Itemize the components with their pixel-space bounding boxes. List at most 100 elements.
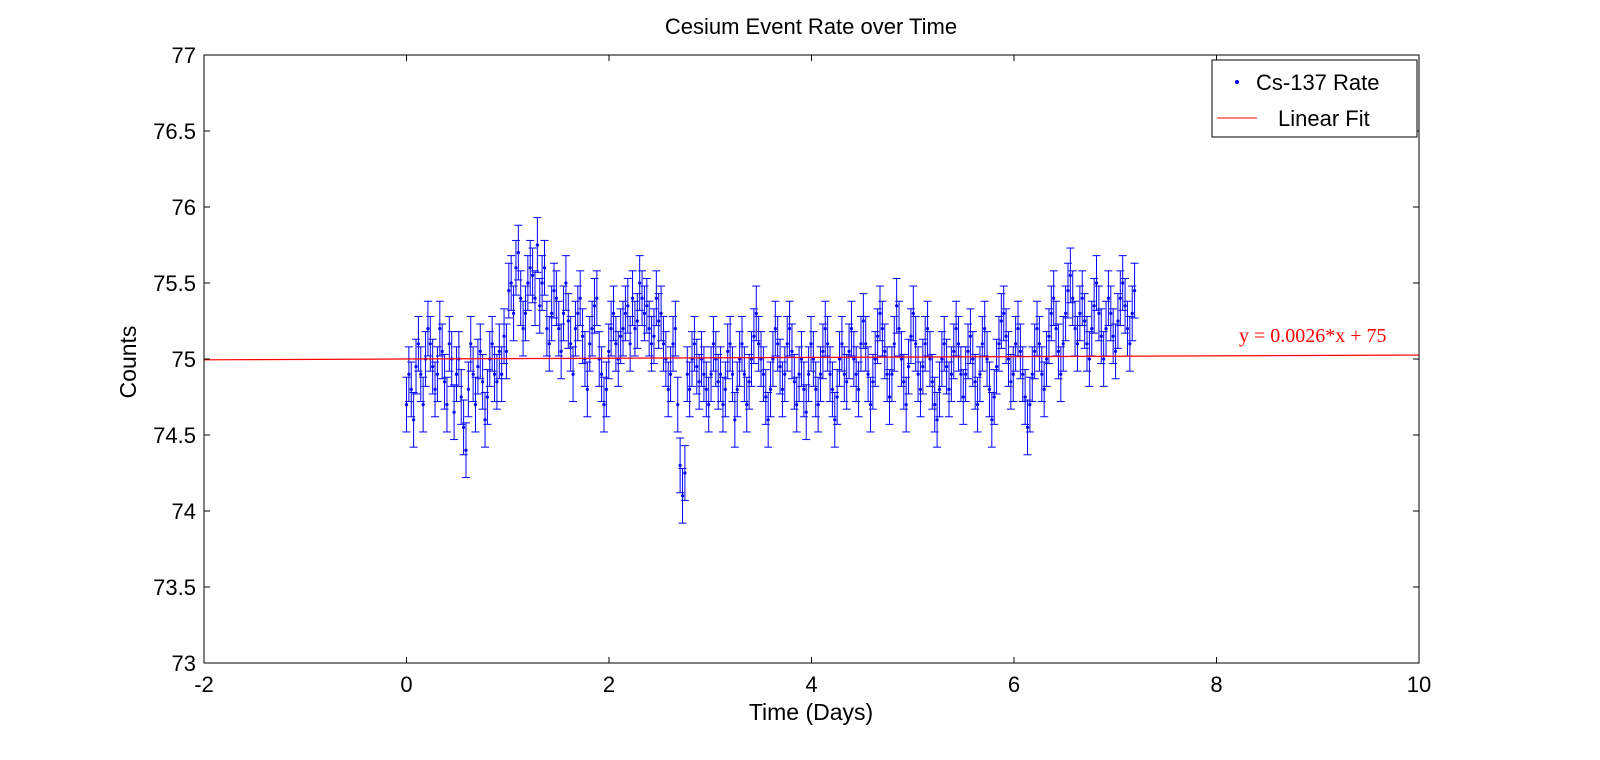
data-point xyxy=(1002,308,1011,365)
point-marker xyxy=(1033,349,1037,353)
point-marker xyxy=(954,327,958,331)
point-marker xyxy=(585,387,589,391)
point-marker xyxy=(868,403,873,407)
point-marker xyxy=(576,311,580,315)
point-marker xyxy=(771,357,775,361)
point-marker xyxy=(528,266,532,270)
point-marker xyxy=(509,281,513,285)
point-marker xyxy=(852,357,856,361)
data-point xyxy=(1054,323,1063,380)
point-marker xyxy=(1042,387,1046,391)
point-marker xyxy=(683,471,687,475)
data-point xyxy=(1042,331,1051,387)
data-point xyxy=(752,285,761,342)
y-axis-label: Counts xyxy=(115,326,141,399)
point-marker xyxy=(730,372,735,376)
point-marker xyxy=(959,372,963,376)
legend-label-rate: Cs-137 Rate xyxy=(1256,70,1380,95)
point-marker xyxy=(1118,296,1122,300)
point-marker xyxy=(921,365,925,369)
point-marker xyxy=(1025,425,1030,429)
point-marker xyxy=(669,372,673,376)
point-marker xyxy=(761,372,766,376)
point-marker xyxy=(533,296,537,300)
data-point xyxy=(754,315,763,372)
point-marker xyxy=(840,342,844,346)
point-marker xyxy=(799,357,804,361)
data-point xyxy=(645,300,654,357)
y-tick-label: 77 xyxy=(172,43,196,68)
point-marker xyxy=(914,342,918,346)
point-marker xyxy=(1078,311,1082,315)
data-point xyxy=(916,361,925,418)
legend-box xyxy=(1211,59,1418,138)
point-marker xyxy=(1125,327,1130,331)
point-marker xyxy=(566,319,570,323)
data-point xyxy=(611,315,620,372)
data-point xyxy=(721,361,730,418)
point-marker xyxy=(1068,273,1072,277)
data-point xyxy=(623,277,632,334)
data-point xyxy=(1004,331,1013,387)
point-marker xyxy=(814,387,818,391)
data-point xyxy=(928,353,937,410)
data-point xyxy=(1125,315,1134,372)
point-marker xyxy=(895,304,899,308)
data-point xyxy=(628,270,637,327)
point-marker xyxy=(476,365,480,369)
point-marker xyxy=(745,403,749,407)
point-marker xyxy=(1049,311,1053,315)
point-marker xyxy=(447,342,451,346)
point-marker xyxy=(538,304,542,308)
point-marker xyxy=(904,403,908,407)
data-point xyxy=(416,346,425,403)
point-marker xyxy=(859,342,863,346)
point-marker xyxy=(940,357,944,361)
point-marker xyxy=(659,311,663,315)
point-marker xyxy=(856,387,861,391)
data-point xyxy=(1080,293,1089,349)
point-marker xyxy=(866,372,870,376)
point-marker xyxy=(778,365,782,369)
point-marker xyxy=(545,327,549,331)
data-point xyxy=(1111,323,1120,380)
point-marker xyxy=(440,349,444,353)
point-marker xyxy=(626,304,630,308)
point-marker xyxy=(1083,319,1087,323)
data-point xyxy=(519,300,528,357)
data-point xyxy=(768,331,777,387)
point-marker xyxy=(1009,380,1013,384)
legend: Cs-137 Rate Linear Fit xyxy=(1211,59,1418,138)
y-tick-label: 73.5 xyxy=(153,575,196,600)
point-marker xyxy=(887,395,892,399)
point-marker xyxy=(1111,334,1115,338)
point-marker xyxy=(652,334,656,338)
point-marker xyxy=(685,372,689,376)
point-marker xyxy=(688,387,692,391)
point-marker xyxy=(923,342,927,346)
point-marker xyxy=(735,387,739,391)
data-point xyxy=(471,376,480,433)
point-marker xyxy=(1123,304,1127,308)
point-marker xyxy=(1040,372,1044,376)
y-tick-label: 76 xyxy=(172,195,196,220)
point-marker xyxy=(1052,296,1056,300)
point-marker xyxy=(1023,395,1027,399)
point-marker xyxy=(728,342,732,346)
data-point xyxy=(923,300,932,357)
point-marker xyxy=(702,372,706,376)
point-marker xyxy=(604,387,608,391)
point-marker xyxy=(1016,327,1020,331)
point-marker xyxy=(854,372,858,376)
data-point xyxy=(940,315,949,372)
point-marker xyxy=(1044,357,1049,361)
point-marker xyxy=(519,296,523,300)
data-point xyxy=(1099,331,1108,387)
point-marker xyxy=(547,342,551,346)
point-marker xyxy=(661,342,666,346)
point-marker xyxy=(1080,296,1084,300)
point-marker xyxy=(580,334,585,338)
point-marker xyxy=(861,319,865,323)
point-marker xyxy=(621,327,625,331)
data-point xyxy=(1094,285,1103,342)
